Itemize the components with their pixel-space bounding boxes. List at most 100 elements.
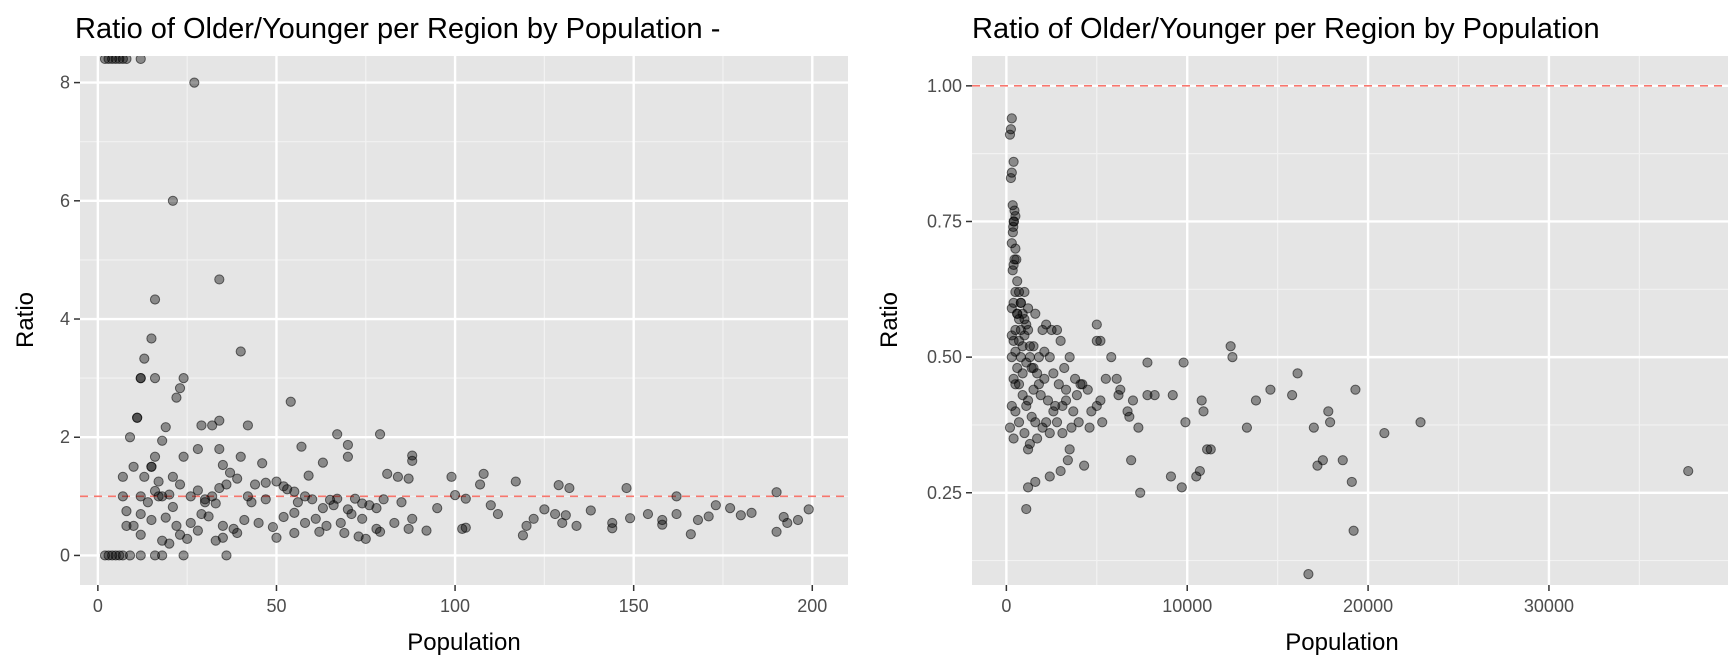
data-point (289, 527, 300, 539)
x-tick-label: 100 (440, 596, 470, 616)
data-point (342, 439, 354, 451)
data-point (1010, 406, 1021, 417)
data-point (249, 479, 261, 490)
data-point (121, 56, 132, 65)
data-point (192, 525, 203, 536)
data-point (746, 507, 757, 518)
data-point (403, 523, 414, 534)
data-point (139, 353, 150, 364)
data-point (135, 529, 146, 540)
data-point (1073, 417, 1084, 428)
data-point (207, 420, 218, 431)
data-point (1317, 455, 1328, 466)
chart-left-grid (80, 56, 848, 585)
data-point (1415, 417, 1426, 428)
data-point (1013, 379, 1025, 390)
data-point (1135, 487, 1146, 498)
data-point (171, 520, 182, 531)
data-point (1032, 433, 1043, 444)
data-point (607, 523, 618, 534)
data-point (1287, 390, 1298, 401)
data-point (1198, 406, 1209, 417)
data-point (192, 443, 203, 455)
data-point (1142, 390, 1153, 401)
data-point (117, 471, 128, 482)
data-point (1028, 341, 1039, 352)
data-point (164, 538, 175, 549)
data-point (121, 506, 132, 517)
data-point (135, 56, 146, 65)
data-point (1176, 482, 1187, 493)
data-point (585, 505, 596, 516)
data-point (1012, 308, 1023, 319)
data-point (710, 500, 721, 511)
data-point (1044, 427, 1055, 439)
data-point (1015, 324, 1026, 336)
data-point (1004, 129, 1016, 140)
chart-left-points (99, 56, 814, 561)
data-point (167, 471, 178, 482)
data-point (303, 470, 314, 481)
data-point (1010, 324, 1021, 336)
data-point (182, 533, 193, 544)
data-point (292, 497, 303, 508)
data-point (1350, 384, 1361, 395)
data-point (1022, 324, 1034, 336)
data-point (1048, 406, 1059, 417)
data-point (403, 473, 414, 484)
data-point (121, 520, 132, 531)
data-point (157, 550, 168, 561)
data-point (374, 526, 386, 537)
x-tick-label: 0 (1001, 596, 1011, 616)
chart-right: Ratio of Older/Younger per Region by Pop… (864, 0, 1728, 672)
data-point (782, 517, 793, 529)
chart-right-title: Ratio of Older/Younger per Region by Pop… (972, 13, 1600, 45)
data-point (124, 550, 136, 561)
data-point (321, 520, 332, 531)
data-point (642, 508, 654, 520)
data-point (153, 476, 164, 487)
data-point (1165, 471, 1177, 482)
data-point (1095, 395, 1106, 406)
x-tick-label: 30000 (1524, 596, 1574, 616)
data-point (1111, 373, 1122, 384)
data-point (1303, 569, 1314, 580)
data-point (607, 517, 618, 529)
data-point (289, 486, 300, 497)
data-point (1007, 227, 1018, 238)
data-point (1028, 384, 1039, 395)
data-point (328, 500, 339, 511)
data-point (314, 526, 325, 537)
data-point (449, 490, 461, 501)
data-point (1019, 427, 1030, 439)
data-point (1325, 417, 1336, 428)
data-point (1051, 324, 1063, 336)
data-point (332, 429, 343, 440)
chart-right-svg: Ratio of Older/Younger per Region by Pop… (876, 13, 1728, 656)
data-point (1126, 455, 1137, 466)
data-point (1095, 335, 1106, 346)
data-point (174, 479, 186, 490)
data-point (1379, 427, 1390, 439)
chart-left-axes: 0 50 100 150 200 0 2 4 6 8 (60, 73, 827, 616)
data-point (1227, 352, 1238, 363)
data-point (407, 450, 418, 461)
data-point (117, 550, 128, 561)
data-point (242, 491, 253, 502)
data-point (1046, 324, 1057, 336)
data-point (725, 503, 736, 514)
y-tick-label: 4 (60, 309, 70, 329)
data-point (135, 550, 146, 561)
x-tick-label: 0 (93, 596, 103, 616)
data-point (124, 432, 136, 443)
chart-right-y-axis-title: Ratio (876, 292, 903, 348)
data-point (1082, 384, 1093, 395)
data-point (457, 523, 468, 534)
data-point (221, 550, 232, 561)
data-point (1042, 395, 1054, 406)
data-point (117, 56, 128, 65)
data-point (307, 494, 318, 505)
data-point (1032, 368, 1043, 379)
data-point (296, 441, 307, 452)
data-point (278, 511, 289, 523)
